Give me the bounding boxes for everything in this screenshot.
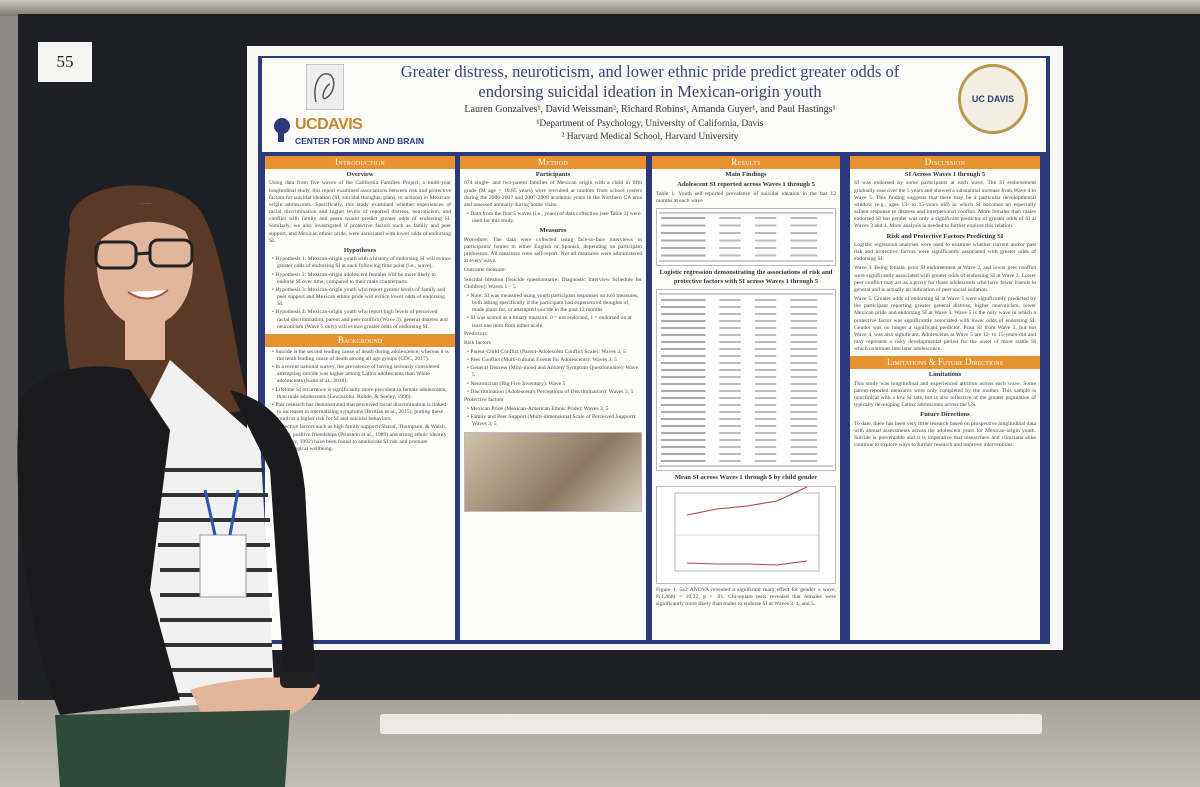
section-heading: Results — [652, 156, 840, 169]
bullet-item: General Distress (Mini-mood and Anxiety … — [470, 365, 642, 379]
family-photo — [464, 431, 642, 512]
paragraph: To date, there has been very little rese… — [854, 420, 1036, 449]
paragraph: Using data from five waves of the Califo… — [269, 180, 451, 244]
authors: Lauren Gonzalves¹, David Weissman², Rich… — [464, 104, 836, 115]
subheading: SI Across Waves 1 through 5 — [904, 171, 986, 178]
subheading: Participants — [535, 171, 571, 178]
paragraph: Predictors: — [464, 330, 489, 337]
bullet-item: Hypothesis 4: Mexican-origin youth who r… — [275, 309, 451, 330]
bullet-item: Neuroticism (Big Five Inventory): Wave 5 — [470, 381, 642, 388]
paragraph: Table 1. Youth self-reported prevalence … — [656, 190, 836, 205]
section-heading: Discussion — [850, 156, 1040, 169]
logo-brand: UCDAVIS — [295, 116, 363, 133]
subheading: Overview — [346, 171, 374, 178]
subheading: Logistic regression demonstrating the as… — [659, 269, 833, 285]
poster-column: Results Main Findings Adolescent SI report… — [652, 156, 840, 640]
bullet-item: Past research has demonstrated that perc… — [275, 402, 451, 423]
logo-icon — [306, 64, 344, 110]
table-banner — [380, 714, 1042, 734]
paragraph: Wave 5. Greater odds of endorsing SI at … — [854, 296, 1036, 353]
paragraph: Wave 3. Being female, prior SI endorseme… — [854, 265, 1036, 293]
bullet-item: Note: SI was measured using youth partic… — [470, 293, 642, 314]
bullet-item: Peer Conflict (Multi-cultural Events for… — [470, 357, 642, 364]
logo-center: CENTER FOR MIND AND BRAIN — [295, 136, 425, 146]
paragraph: Risk factors — [464, 339, 491, 346]
bullet-item: Parent-Child Conflict (Parent-Adolescent… — [470, 349, 642, 356]
paragraph: Protective factors — [464, 396, 504, 403]
section-heading: Background — [265, 333, 455, 347]
subheading: Future Directions — [920, 411, 970, 419]
subheading: Mean SI across Waves 1 through 5 by chil… — [674, 474, 818, 482]
subheading: Main Findings — [725, 171, 767, 178]
bullet-item: Protective factors such as high family s… — [275, 424, 451, 453]
prevalence-table — [656, 208, 836, 267]
ceiling — [0, 0, 1200, 16]
bullet-item: Discrimination (Adolescent's Perceptions… — [470, 389, 642, 396]
subheading: Limitations — [928, 371, 962, 379]
paragraph: 674 single- and two-parent families of M… — [464, 180, 642, 208]
poster-column: Method Participants 674 single- and two-pa… — [460, 156, 646, 640]
subheading: Adolescent SI reported across Waves 1 th… — [677, 181, 815, 189]
bullet-item: Family and Peer Support (Multi-dimension… — [470, 414, 642, 428]
paragraph: SI was endorsed by some participants at … — [854, 180, 1036, 230]
poster-column: Discussion SI Across Waves 1 through 5 SI … — [850, 156, 1040, 640]
paragraph: This study was longitudinal and experien… — [854, 380, 1036, 409]
prevalence-table-graphic — [659, 212, 833, 262]
poster-title: Greater distress, neuroticism, and lower… — [400, 62, 900, 101]
bullet-item: SI was scored as a binary measure: 0 = n… — [470, 315, 642, 329]
affiliation: ² Harvard Medical School, Harvard Univer… — [561, 132, 739, 142]
gender-chart — [656, 485, 836, 584]
poster-header — [262, 58, 1046, 152]
bullet-item: Lifetime SI recurrence is significantly … — [275, 387, 451, 401]
bullet-item: Mexican Pride (Mexican-American Ethnic P… — [470, 406, 642, 413]
poster-column: Introduction Overview Using data from five… — [265, 156, 455, 640]
bullet-item: In a recent national survey, the prevale… — [275, 364, 451, 385]
seal: UC DAVIS — [958, 64, 1028, 134]
paragraph: Logistic regression analyses were used t… — [854, 241, 1036, 263]
paragraph: Procedure: The data were collected using… — [464, 236, 642, 265]
affiliation: ¹Department of Psychology, University of… — [536, 119, 764, 129]
regression-table-graphic — [659, 293, 833, 467]
section-heading: Introduction — [265, 156, 455, 169]
bullet-item: Hypothesis 2: Mexican-origin adolescent … — [275, 272, 451, 286]
bullet-item: Data from the first 5 waves (i.e., years… — [470, 211, 642, 225]
gender-chart-graphic — [674, 486, 820, 571]
bullet-item: Hypothesis 3: Mexican-origin youth who r… — [275, 287, 451, 308]
subheading: Measures — [539, 227, 567, 235]
paragraph: Suicidal Ideation (Suicide questionnaire… — [464, 276, 642, 290]
brain-icon — [274, 118, 290, 142]
section-heading: Method — [460, 156, 646, 169]
bullet-item: Suicide is the second leading cause of d… — [275, 349, 451, 363]
subheading: Risk and Protective Factors Predicting S… — [886, 232, 1004, 240]
paragraph: Figure 1. 5x2 ANOVA revealed a significa… — [656, 586, 836, 607]
section-heading: Limitations & Future Directions — [850, 356, 1040, 370]
bullet-item: Hypothesis 1: Mexican-origin youth with … — [275, 256, 451, 270]
regression-table — [656, 289, 836, 472]
poster-number: 55 — [38, 42, 92, 82]
paragraph: Outcome measure: — [464, 267, 507, 274]
subheading: Hypotheses — [343, 246, 377, 254]
person — [17, 185, 320, 787]
